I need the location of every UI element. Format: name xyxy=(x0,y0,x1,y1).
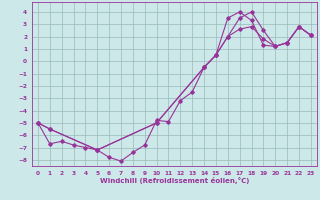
X-axis label: Windchill (Refroidissement éolien,°C): Windchill (Refroidissement éolien,°C) xyxy=(100,177,249,184)
